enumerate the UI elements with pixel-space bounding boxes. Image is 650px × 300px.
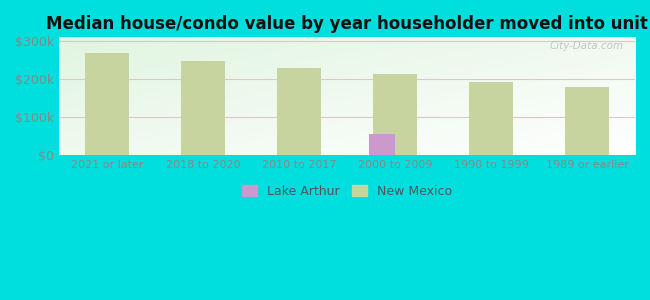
Bar — [469, 82, 513, 155]
Title: Median house/condo value by year householder moved into unit: Median house/condo value by year househo… — [46, 15, 648, 33]
Legend: Lake Arthur, New Mexico: Lake Arthur, New Mexico — [237, 180, 457, 203]
Bar — [566, 87, 608, 155]
Bar — [369, 134, 395, 155]
Bar — [85, 53, 129, 155]
Bar — [373, 74, 417, 155]
Bar — [278, 68, 320, 155]
Bar — [181, 61, 225, 155]
Text: City-Data.com: City-Data.com — [549, 41, 623, 51]
